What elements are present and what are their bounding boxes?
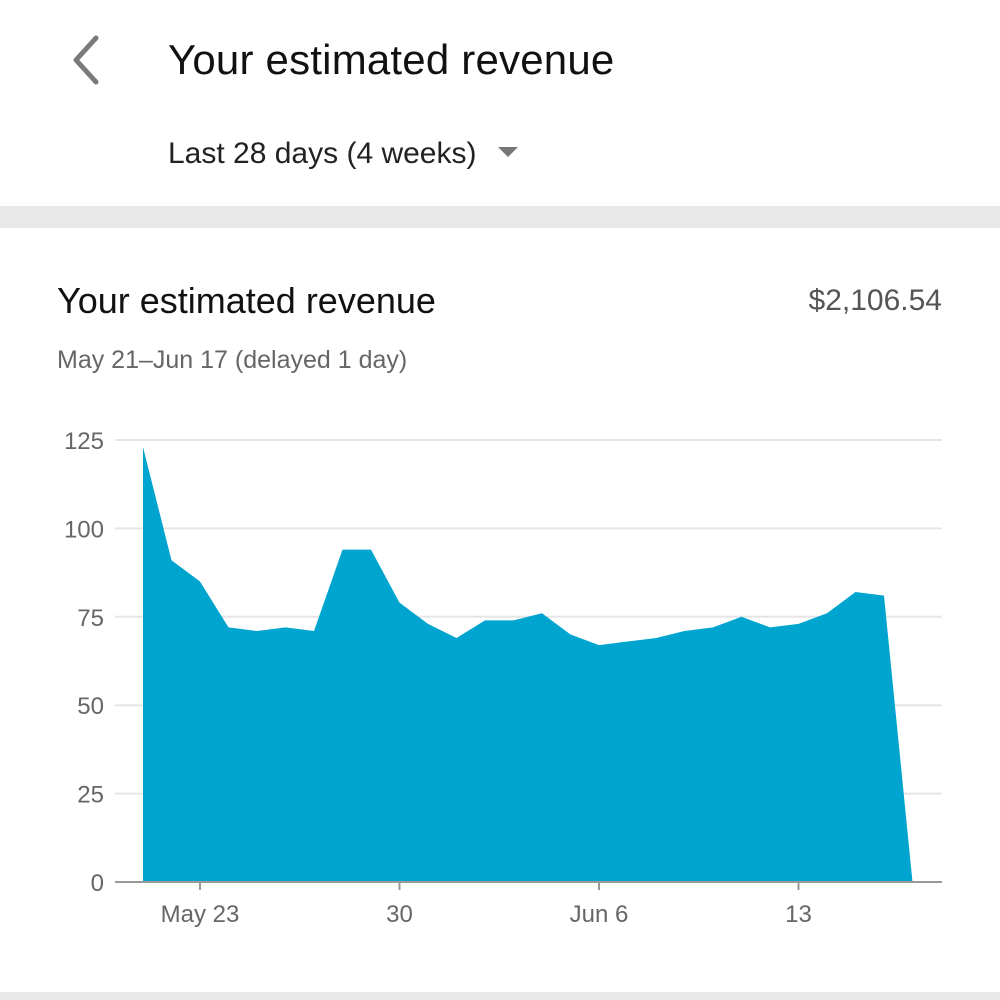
x-tick-label: May 23 — [161, 901, 240, 928]
dropdown-caret-icon — [496, 145, 520, 164]
section-divider — [0, 206, 1000, 228]
card-title: Your estimated revenue — [57, 280, 436, 321]
date-range-dropdown[interactable]: Last 28 days (4 weeks) — [168, 134, 520, 174]
date-range-label: Last 28 days (4 weeks) — [168, 137, 477, 170]
revenue-total: $2,106.54 — [808, 284, 942, 317]
x-tick-label: Jun 6 — [570, 901, 629, 928]
bottom-divider — [0, 992, 1000, 1000]
y-tick-label: 25 — [77, 782, 104, 809]
page-title: Your estimated revenue — [168, 36, 615, 83]
back-chevron-icon — [73, 35, 99, 85]
y-tick-label: 0 — [91, 870, 104, 897]
back-button[interactable] — [62, 30, 110, 90]
revenue-area — [143, 447, 913, 882]
x-tick-label: 13 — [785, 901, 812, 928]
date-range-subtitle: May 21–Jun 17 (delayed 1 day) — [57, 346, 408, 374]
x-tick-label: 30 — [386, 901, 413, 928]
y-tick-label: 125 — [64, 428, 104, 455]
y-tick-label: 75 — [77, 605, 104, 632]
y-tick-label: 50 — [77, 693, 104, 720]
top-app-bar: Your estimated revenue Last 28 days (4 w… — [0, 0, 1000, 206]
y-tick-label: 100 — [64, 516, 104, 543]
